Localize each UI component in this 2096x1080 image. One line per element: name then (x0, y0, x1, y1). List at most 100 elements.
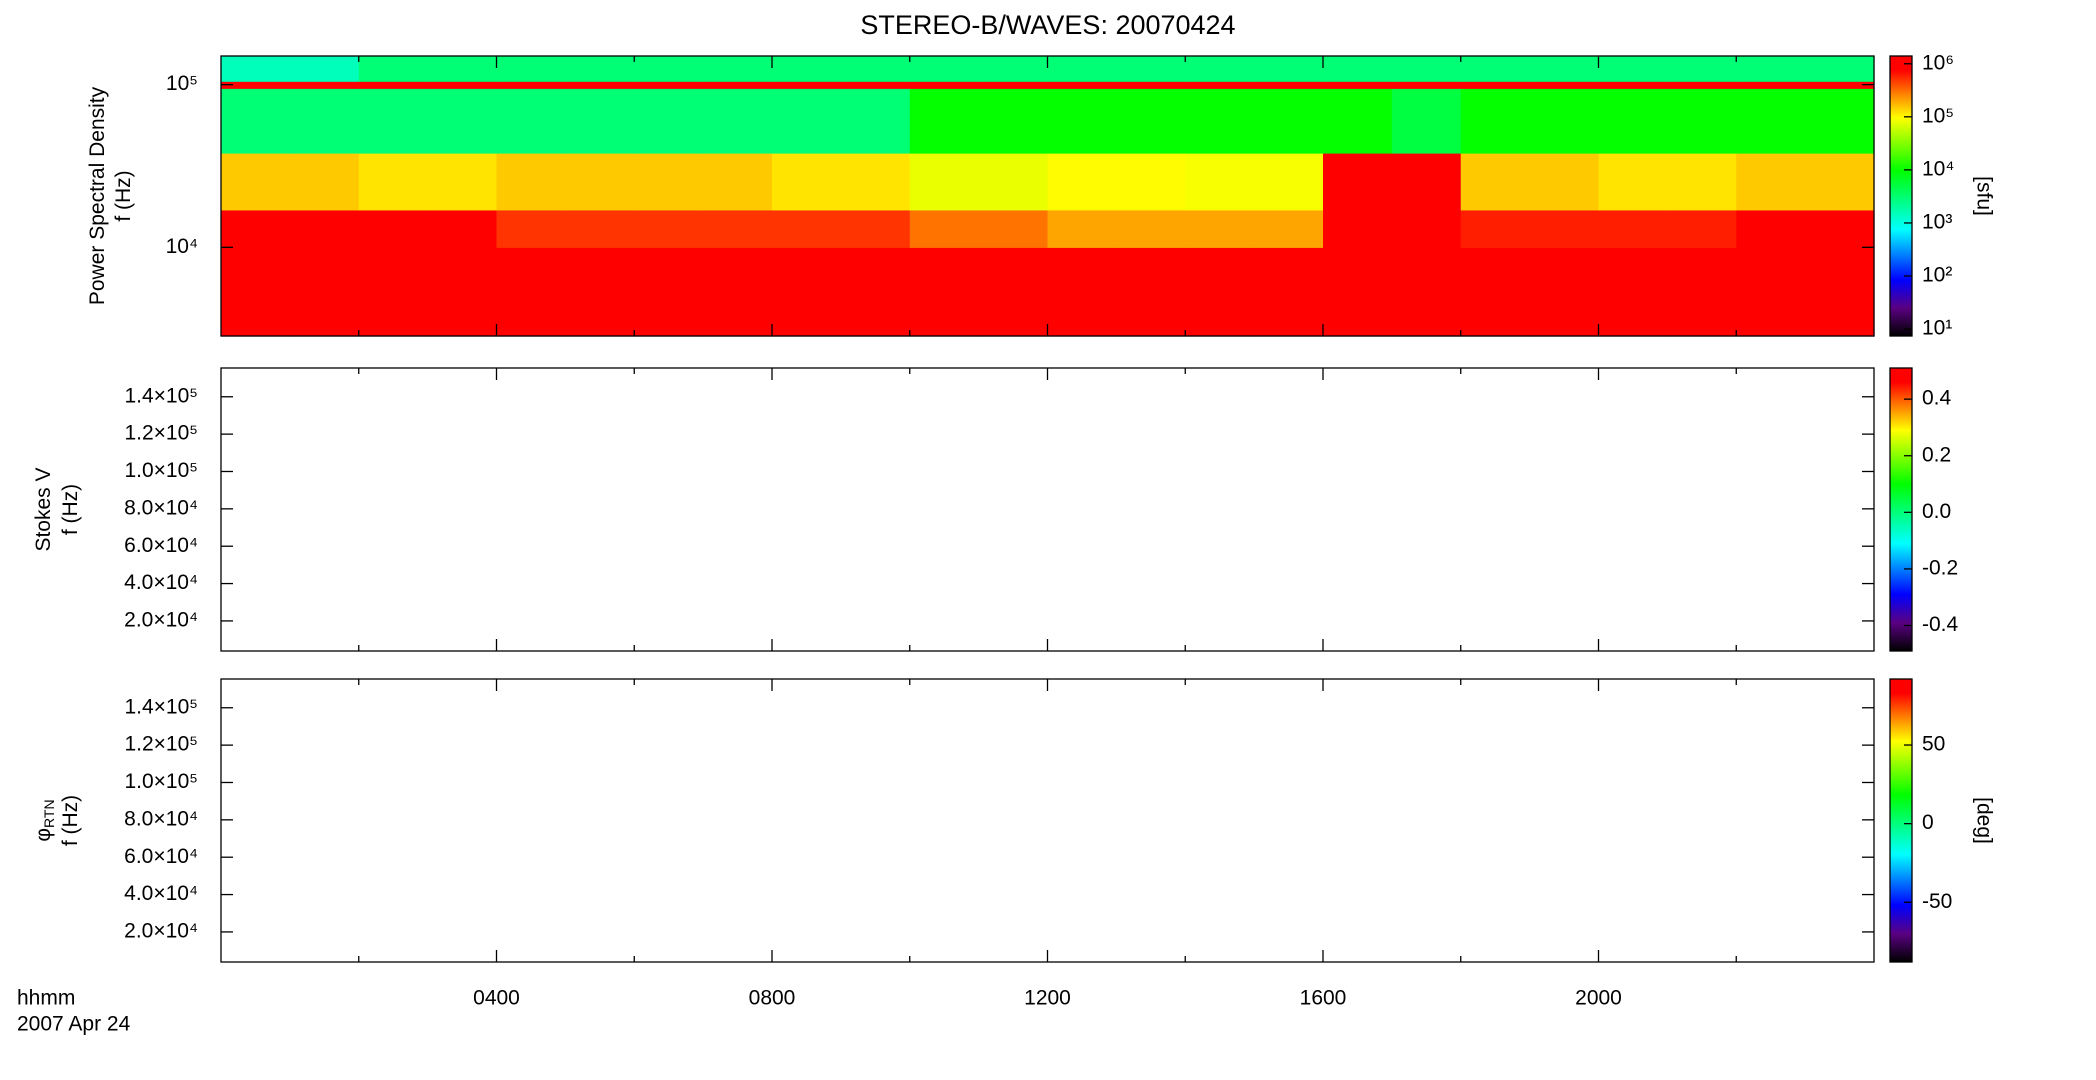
colorbar-tick-label: -50 (1922, 890, 1952, 913)
heatmap-cell (1185, 209, 1255, 248)
heatmap-cell (840, 88, 911, 154)
heatmap-cell (358, 247, 429, 337)
y-tick-label: 1.2×10⁵ (124, 733, 198, 756)
x-tick-label: 1600 (1300, 987, 1347, 1010)
y-tick-label: 1.4×10⁵ (124, 695, 198, 718)
heatmap-cell (1736, 56, 1806, 82)
colorbar (1889, 678, 1913, 963)
y-tick-label: 1.2×10⁵ (124, 422, 198, 445)
heatmap-cell (1598, 81, 1668, 89)
heatmap-cell (1323, 81, 1393, 89)
heatmap-cell (358, 81, 429, 89)
heatmap-cell (427, 247, 498, 337)
heatmap-cell (1116, 88, 1186, 154)
heatmap-cell (565, 81, 635, 89)
heatmap-cell (1323, 247, 1393, 337)
heatmap-cell (1805, 56, 1875, 82)
colorbar-tick-label: 0.0 (1922, 500, 1951, 523)
colorbar-tick-label: 0 (1922, 811, 1934, 834)
heatmap-cell (1529, 153, 1600, 211)
heatmap-cell (221, 56, 291, 82)
colorbar-tick-label: 10³ (1922, 210, 1952, 233)
heatmap-cell (1805, 81, 1875, 89)
heatmap-cell (634, 88, 704, 154)
y-tick-label: 4.0×10⁴ (124, 571, 198, 594)
colorbar-label: [deg] (1972, 797, 1995, 844)
heatmap-cell (427, 81, 498, 89)
colorbar-tick-label: 10⁵ (1922, 104, 1954, 127)
heatmap-cell (1391, 56, 1462, 82)
heatmap-cell (1805, 153, 1875, 211)
heatmap-cell (289, 88, 360, 154)
heatmap-cell (221, 88, 291, 154)
heatmap-cell (1598, 88, 1668, 154)
x-tick-label: 0400 (473, 987, 520, 1010)
heatmap-cell (1254, 81, 1324, 89)
heatmap-cell (496, 88, 566, 154)
heatmap-cell (565, 56, 635, 82)
heatmap-cell (772, 56, 842, 82)
x-tick-label: 2000 (1575, 987, 1622, 1010)
heatmap-cell (909, 81, 980, 89)
heatmap-cell (1598, 247, 1668, 337)
heatmap-cell (1185, 153, 1255, 211)
heatmap-cell (289, 153, 360, 211)
heatmap-cell (840, 56, 911, 82)
heatmap-cell (1116, 153, 1186, 211)
heatmap-cell (1254, 247, 1324, 337)
x-tick-label: 1200 (1024, 987, 1071, 1010)
heatmap-cell (1116, 81, 1186, 89)
y-tick-label: 8.0×10⁴ (124, 807, 198, 830)
heatmap-cell (978, 88, 1049, 154)
heatmap-cell (634, 209, 704, 248)
heatmap-cell (221, 81, 291, 89)
colorbar-tick-label: 0.2 (1922, 443, 1951, 466)
y-axis-label: Power Spectral Density (86, 86, 109, 305)
heatmap-cell (1391, 247, 1462, 337)
y-axis-label: f (Hz) (59, 484, 82, 535)
y-tick-label: 1.0×10⁵ (124, 770, 198, 793)
heatmap-cell (909, 88, 980, 154)
colorbar-tick-label: 0.4 (1922, 387, 1952, 410)
x-axis-label: hhmm (17, 987, 75, 1010)
heatmap-cell (978, 56, 1049, 82)
colorbar (1889, 55, 1913, 337)
heatmap-cell (772, 247, 842, 337)
y-tick-label: 1.4×10⁵ (124, 384, 198, 407)
heatmap-cell (1254, 153, 1324, 211)
heatmap-cell (1529, 247, 1600, 337)
colorbar-tick-label: -0.2 (1922, 556, 1958, 579)
heatmap-cell (1185, 247, 1255, 337)
heatmap-cell (840, 247, 911, 337)
heatmap-cell (496, 81, 566, 89)
heatmap-cell (1047, 88, 1117, 154)
heatmap-cell (565, 209, 635, 248)
heatmap-cell (703, 209, 773, 248)
heatmap-cell (1323, 88, 1393, 154)
heatmap-cell (909, 153, 980, 211)
heatmap-cell (1805, 209, 1875, 248)
heatmap-cell (840, 153, 911, 211)
y-axis-label: φRTN (32, 799, 57, 841)
y-axis-label-text: f (Hz) (112, 170, 135, 221)
heatmap-cell (634, 81, 704, 89)
heatmap-cell (1529, 209, 1600, 248)
colorbar-label: [sfu] (1972, 176, 1995, 216)
heatmap-cell (565, 88, 635, 154)
heatmap-cell (289, 209, 360, 248)
heatmap-cell (1323, 56, 1393, 82)
heatmap-cell (1254, 209, 1324, 248)
heatmap-cell (909, 209, 980, 248)
y-tick-label: 2.0×10⁴ (124, 608, 198, 631)
heatmap-cell (703, 247, 773, 337)
heatmap-cell (1460, 81, 1531, 89)
chart-title: STEREO-B/WAVES: 20070424 (860, 10, 1235, 40)
heatmap-cell (427, 209, 498, 248)
heatmap-cell (1391, 209, 1462, 248)
heatmap-cell (1736, 153, 1806, 211)
heatmap-cell (1254, 88, 1324, 154)
colorbar-tick-label: 10² (1922, 264, 1952, 287)
heatmap-cell (496, 153, 566, 211)
heatmap-cell (427, 88, 498, 154)
x-tick-label: 0800 (749, 987, 796, 1010)
